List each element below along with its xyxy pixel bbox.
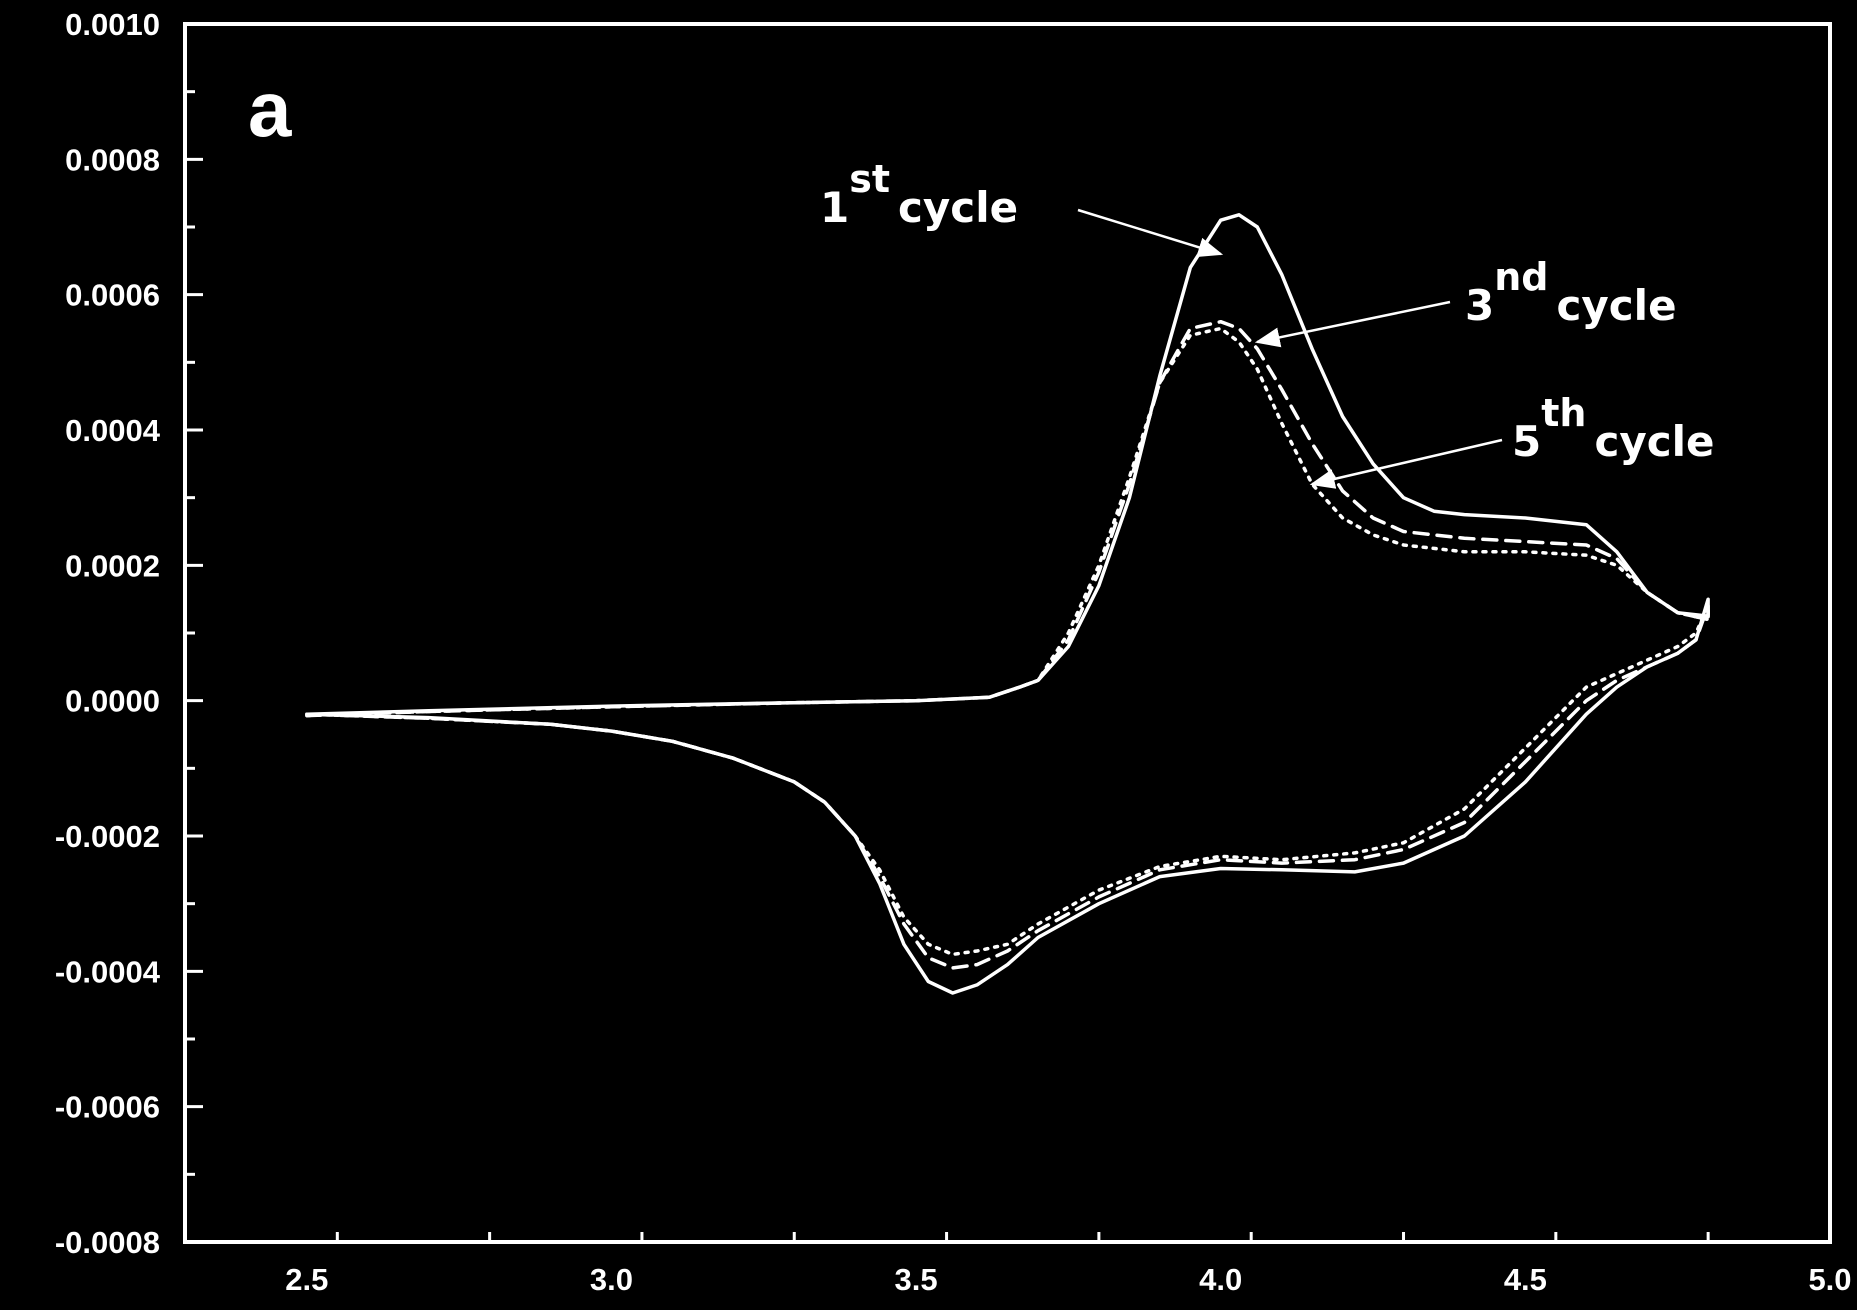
- y-tick-label: 0.0010: [65, 7, 160, 42]
- panel-label: a: [248, 65, 292, 153]
- y-tick-label: 0.0004: [65, 413, 161, 448]
- annotation-text: 1stcycle: [820, 157, 1018, 232]
- annotation-text: 3ndcycle: [1465, 255, 1677, 330]
- x-tick-label: 3.5: [895, 1262, 938, 1297]
- series-layer: [305, 213, 1710, 995]
- y-tick-label: -0.0008: [55, 1225, 160, 1260]
- x-tick-label: 4.5: [1504, 1262, 1547, 1297]
- axis-tick-labels: 2.5 3.0 3.5 4.0 4.5 5.0 0.0010 0.0008 0.0006 0.00…: [55, 7, 1852, 1297]
- annotation-cycle-1: 1stcycle: [820, 157, 1224, 257]
- annotation-arrow: [1077, 208, 1224, 257]
- y-tick-label: -0.0002: [55, 819, 160, 854]
- x-tick-label: 4.0: [1199, 1262, 1242, 1297]
- series-line-dashed: [305, 319, 1710, 970]
- annotation-cycle-2: 3ndcycle: [1254, 255, 1677, 348]
- x-tick-label: 5.0: [1808, 1262, 1851, 1297]
- y-tick-label: 0.0008: [65, 142, 160, 177]
- annotation-arrow: [1309, 438, 1503, 489]
- axis-ticks: [183, 22, 1710, 1244]
- y-tick-label: 0.0006: [65, 278, 160, 313]
- y-tick-label: -0.0004: [55, 954, 161, 989]
- annotation-text: 5thcycle: [1512, 391, 1715, 466]
- x-tick-label: 2.5: [285, 1262, 328, 1297]
- annotation-arrow: [1254, 300, 1451, 348]
- y-tick-label: 0.0002: [65, 548, 160, 583]
- y-tick-label: -0.0006: [55, 1090, 160, 1125]
- y-tick-label: 0.0000: [65, 684, 160, 719]
- annotation-cycle-3: 5thcycle: [1309, 391, 1715, 489]
- cycle-annotations: 1stcycle 3ndcycle 5thcycle: [820, 157, 1715, 489]
- x-tick-label: 3.0: [590, 1262, 633, 1297]
- series-line-solid: [305, 213, 1710, 995]
